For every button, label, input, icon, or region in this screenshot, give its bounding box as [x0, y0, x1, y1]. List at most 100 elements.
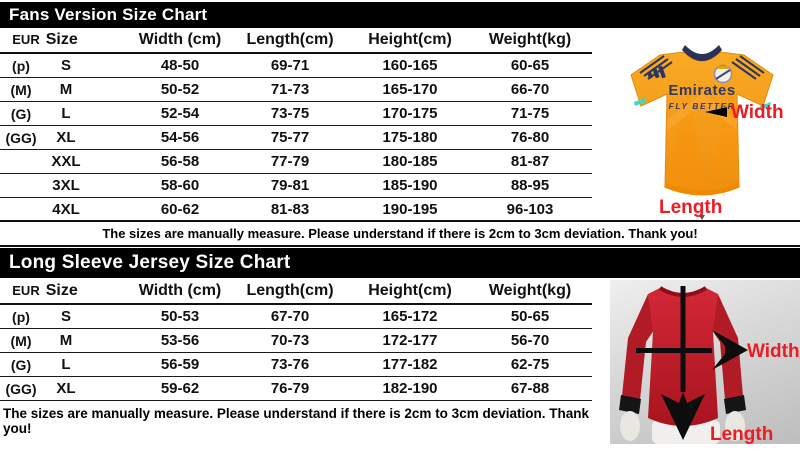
cell-weight: 96-103: [506, 201, 554, 218]
long-sleeve-jersey-photo: Width Length: [610, 280, 800, 444]
cell-eur: (G): [10, 356, 32, 373]
cell-weight: 76-80: [510, 129, 550, 146]
cell-width: 50-52: [160, 81, 200, 98]
long-sleeve-size-table: EUR Size Width (cm) Length(cm) Height(cm…: [0, 279, 592, 401]
table-row: (p) S 48-50 69-71 160-165 60-65: [0, 54, 592, 78]
cell-weight: 81-87: [510, 153, 550, 170]
cell-width: 54-56: [160, 129, 200, 146]
measurement-arrows-icon: [636, 286, 748, 440]
cell-length: 70-73: [270, 332, 310, 349]
cell-eur: (p): [12, 308, 30, 325]
cell-length: 71-73: [270, 81, 310, 98]
cell-weight: 50-65: [510, 308, 550, 325]
fans-jersey-graphic: Emirates FLY BETTER: [630, 45, 774, 220]
long-sleeve-jersey-graphic: [619, 286, 748, 444]
cell-width: 56-59: [160, 356, 200, 373]
cell-width: 58-60: [160, 177, 200, 194]
cell-height: 177-182: [382, 356, 438, 373]
table-row: 4XL 60-62 81-83 190-195 96-103: [0, 198, 592, 222]
header-height: Height(cm): [368, 282, 452, 299]
cell-width: 59-62: [160, 380, 200, 397]
cell-weight: 62-75: [510, 356, 550, 373]
cell-length: 81-83: [270, 201, 310, 218]
fans-chart-title-bar: Fans Version Size Chart: [0, 2, 800, 28]
cell-length: 73-76: [270, 356, 310, 373]
cell-height: 182-190: [382, 380, 438, 397]
cell-weight: 71-75: [510, 105, 550, 122]
header-eur: EUR: [12, 283, 40, 298]
cell-eur: (G): [10, 105, 32, 122]
cell-length: 77-79: [270, 153, 310, 170]
long-sleeve-chart-title-bar: Long Sleeve Jersey Size Chart: [0, 248, 800, 278]
cell-weight: 66-70: [510, 81, 550, 98]
club-crest-icon: [713, 64, 733, 84]
table-row: (GG) XL 59-62 76-79 182-190 67-88: [0, 377, 592, 401]
cell-size: 3XL: [52, 177, 80, 194]
sponsor-tagline-text: FLY BETTER: [669, 101, 736, 111]
table-row: (M) M 50-52 71-73 165-170 66-70: [0, 78, 592, 102]
header-height: Height(cm): [368, 31, 452, 48]
fans-jersey-photo: Emirates FLY BETTER Width Length: [610, 28, 800, 220]
cell-size: S: [60, 57, 71, 74]
header-weight: Weight(kg): [488, 31, 572, 48]
fans-chart-title: Fans Version Size Chart: [9, 5, 208, 24]
long-sleeve-chart-title: Long Sleeve Jersey Size Chart: [9, 252, 291, 273]
cell-width: 60-62: [160, 201, 200, 218]
adidas-logo-icon: [647, 65, 666, 79]
sponsor-text: Emirates: [668, 82, 735, 99]
length-pointer-icon: [699, 202, 705, 220]
cell-height: 160-165: [382, 57, 438, 74]
header-length: Length(cm): [246, 282, 334, 299]
table-row: XXL 56-58 77-79 180-185 81-87: [0, 150, 592, 174]
width-label: Width: [747, 341, 800, 362]
cell-length: 67-70: [270, 308, 310, 325]
cell-eur: (p): [12, 57, 30, 74]
long-sleeve-table-header: EUR Size Width (cm) Length(cm) Height(cm…: [0, 279, 592, 305]
cell-width: 50-53: [160, 308, 200, 325]
cell-height: 180-185: [382, 153, 438, 170]
long-sleeve-chart-note: The sizes are manually measure. Please u…: [3, 406, 589, 436]
cell-weight: 60-65: [510, 57, 550, 74]
fans-table-header: EUR Size Width (cm) Length(cm) Height(cm…: [0, 28, 592, 54]
table-row: (G) L 52-54 73-75 170-175 71-75: [0, 102, 592, 126]
table-row: (G) L 56-59 73-76 177-182 62-75: [0, 353, 592, 377]
cell-weight: 56-70: [510, 332, 550, 349]
cell-width: 52-54: [160, 105, 200, 122]
cell-size: XL: [56, 129, 76, 146]
cell-size: L: [61, 105, 71, 122]
cell-height: 170-175: [382, 105, 438, 122]
cell-length: 79-81: [270, 177, 310, 194]
cell-weight: 67-88: [510, 380, 550, 397]
fans-chart-note: The sizes are manually measure. Please u…: [0, 220, 800, 247]
cell-height: 175-180: [382, 129, 438, 146]
header-eur: EUR: [12, 32, 40, 47]
header-length: Length(cm): [246, 31, 334, 48]
header-size: Size: [45, 31, 78, 48]
length-label: Length: [659, 197, 723, 218]
cell-size: XXL: [51, 153, 81, 170]
header-size: Size: [45, 282, 78, 299]
cell-width: 53-56: [160, 332, 200, 349]
width-label: Width: [731, 102, 784, 123]
table-row: (GG) XL 54-56 75-77 175-180 76-80: [0, 126, 592, 150]
cell-length: 76-79: [270, 380, 310, 397]
cell-eur: (M): [10, 81, 32, 98]
cell-height: 172-177: [382, 332, 438, 349]
cell-size: L: [61, 356, 71, 373]
table-row: 3XL 58-60 79-81 185-190 88-95: [0, 174, 592, 198]
length-label: Length: [710, 424, 774, 444]
header-weight: Weight(kg): [488, 282, 572, 299]
cell-height: 165-170: [382, 81, 438, 98]
cell-height: 165-172: [382, 308, 438, 325]
cell-length: 69-71: [270, 57, 310, 74]
fans-size-table: EUR Size Width (cm) Length(cm) Height(cm…: [0, 28, 592, 222]
header-eur-size: EUR Size: [0, 282, 90, 300]
cell-height: 190-195: [382, 201, 438, 218]
cell-length: 75-77: [270, 129, 310, 146]
cell-size: M: [59, 332, 73, 349]
cell-width: 48-50: [160, 57, 200, 74]
header-width: Width (cm): [138, 282, 222, 299]
cell-height: 185-190: [382, 177, 438, 194]
cell-size: M: [59, 81, 73, 98]
table-row: (p) S 50-53 67-70 165-172 50-65: [0, 305, 592, 329]
